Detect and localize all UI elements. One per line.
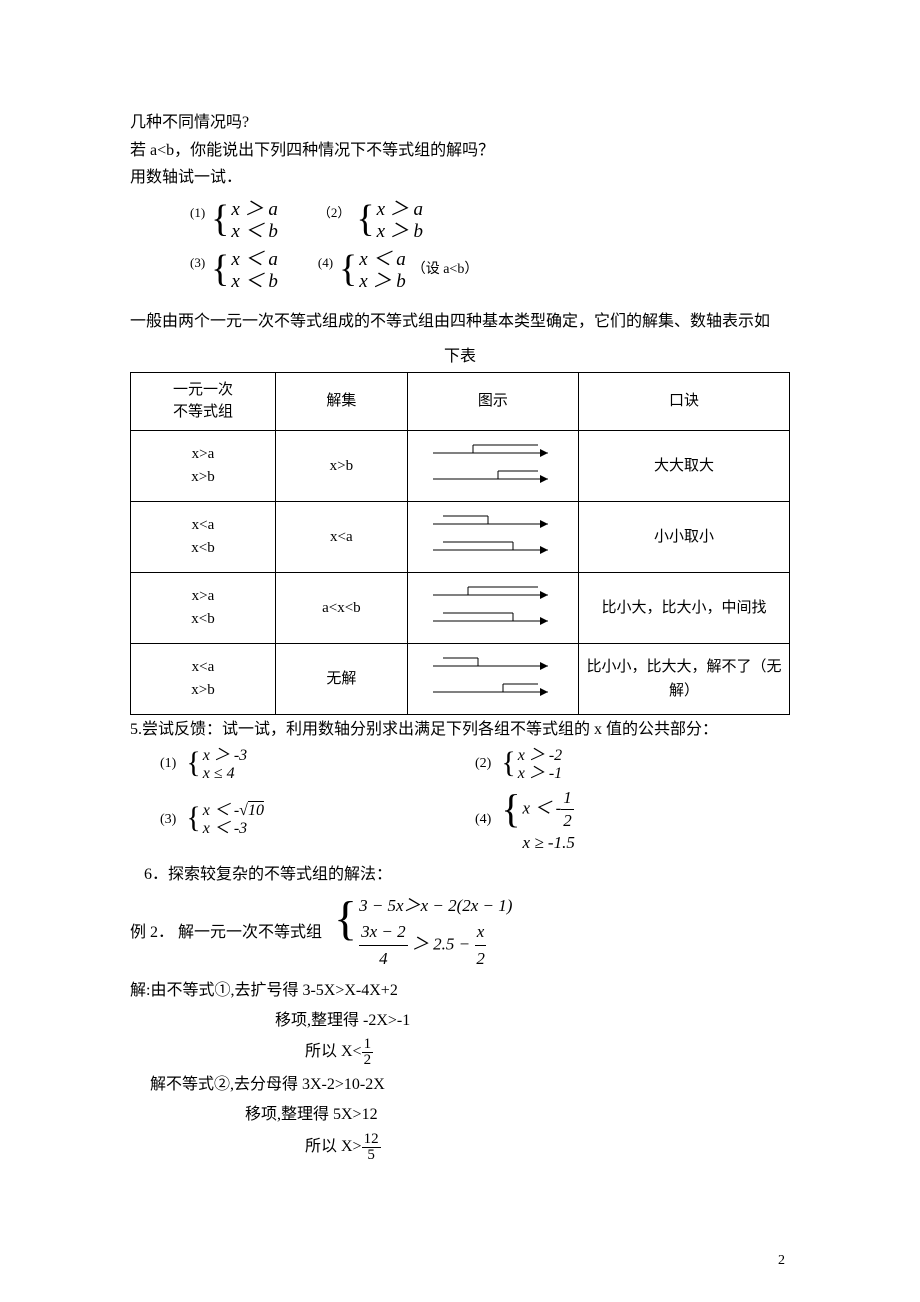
example2-sys-b: 3x − 24 ＞ 2.5 − x2	[359, 919, 512, 972]
exercise5-title: 5.尝试反馈：试一试，利用数轴分别求出满足下列各组不等式组的 x 值的公共部分：	[130, 717, 790, 743]
ex4-b: x ≥ -1.5	[523, 832, 575, 854]
solution-block: 解:由不等式①,去扩号得 3-5X>X-4X+2 移项,整理得 -2X>-1 所…	[130, 978, 790, 1162]
table-row: x>ax<b a<x<b 比小大，比大小，中间找	[131, 572, 790, 643]
exercise-4: (4) { x ＜ -12 x ≥ -1.5	[475, 787, 790, 854]
table-row: x<ax>b 无解 比小小，比大大，解不了（无解）	[131, 643, 790, 714]
r2c1b: x<b	[135, 537, 271, 560]
ex3-a: x ＜ -√10	[203, 802, 264, 820]
page-number: 2	[778, 1250, 785, 1272]
ex1-label: (1)	[160, 753, 176, 775]
exercise-row-1: (1) { x ＞ -3 x ≤ 4 (2) { x ＞ -2 x ＞ -1	[130, 747, 790, 783]
intro-line-1: 几种不同情况吗?	[130, 110, 790, 136]
example2: 例 2． 解一元一次不等式组 { 3 − 5x＞x − 2(2x − 1) 3x…	[130, 893, 790, 972]
r3c1a: x>a	[135, 585, 271, 608]
intro-line-2: 若 a<b，你能说出下列四种情况下不等式组的解吗？	[130, 138, 790, 164]
case-4-line-a: x ＜ a	[359, 249, 405, 271]
r2c2: x<a	[275, 501, 407, 572]
exercise-2: (2) { x ＞ -2 x ＞ -1	[475, 747, 790, 783]
case-1-line-a: x ＞ a	[231, 199, 277, 221]
sol-s6: 所以 X>125	[130, 1132, 790, 1163]
case-3-line-a: x ＜ a	[231, 249, 277, 271]
sol-s2: 移项,整理得 -2X>-1	[130, 1008, 790, 1034]
case-2-label: （2）	[318, 199, 351, 224]
r2c1a: x<a	[135, 514, 271, 537]
r3c2: a<x<b	[275, 572, 407, 643]
case-4-line-b: x ＞ b	[359, 271, 405, 293]
sol-s5: 移项,整理得 5X>12	[130, 1102, 790, 1128]
case-4-note: （设 a<b）	[412, 249, 479, 281]
th1b: 不等式组	[135, 401, 271, 424]
intro-line-3: 用数轴试一试．	[130, 165, 790, 191]
r4-diagram	[407, 643, 578, 714]
r2c4: 小小取小	[579, 501, 790, 572]
ex2-label: (2)	[475, 753, 491, 775]
ex3-b: x ＜ -3	[203, 820, 264, 838]
example2-sys-a: 3 − 5x＞x − 2(2x − 1)	[359, 893, 512, 919]
example2-label: 例 2． 解一元一次不等式组	[130, 920, 322, 946]
table-intro-2: 下表	[130, 344, 790, 370]
table-header-row: 一元一次不等式组 解集 图示 口诀	[131, 372, 790, 430]
ex3-label: (3)	[160, 809, 176, 831]
case-2-line-a: x ＞ a	[377, 199, 423, 221]
r3c1b: x<b	[135, 608, 271, 631]
r3c4: 比小大，比大小，中间找	[579, 572, 790, 643]
ex2-a: x ＞ -2	[518, 747, 562, 765]
case-3: (3) { x ＜ a x ＜ b	[190, 249, 278, 293]
table-row: x>ax>b x>b 大大取大	[131, 430, 790, 501]
case-3-line-b: x ＜ b	[231, 271, 277, 293]
case-1: (1) { x ＞ a x ＜ b	[190, 199, 278, 243]
r4c1b: x>b	[135, 679, 271, 702]
case-4-label: (4)	[318, 249, 333, 274]
section6-title: 6．探索较复杂的不等式组的解法：	[130, 862, 790, 888]
r2-diagram	[407, 501, 578, 572]
r4c2: 无解	[275, 643, 407, 714]
exercise-1: (1) { x ＞ -3 x ≤ 4	[160, 747, 475, 783]
th2: 解集	[275, 372, 407, 430]
ex4-label: (4)	[475, 809, 491, 831]
r4c4: 比小小，比大大，解不了（无解）	[579, 643, 790, 714]
r1c2: x>b	[275, 430, 407, 501]
exercise-row-2: (3) { x ＜ -√10 x ＜ -3 (4) { x ＜ -12 x ≥ …	[130, 787, 790, 854]
case-2: （2） { x ＞ a x ＞ b	[318, 199, 423, 243]
ex4-a: x ＜ -12	[523, 787, 575, 832]
case-4: (4) { x ＜ a x ＞ b （设 a<b）	[318, 249, 478, 293]
r3-diagram	[407, 572, 578, 643]
th4: 口诀	[579, 372, 790, 430]
th1a: 一元一次	[135, 379, 271, 402]
case-3-label: (3)	[190, 249, 205, 274]
case-systems: (1) { x ＞ a x ＜ b （2） { x ＞ a x ＞ b (3) …	[130, 199, 790, 299]
r4c1a: x<a	[135, 656, 271, 679]
ex2-b: x ＞ -1	[518, 765, 562, 783]
r1c4: 大大取大	[579, 430, 790, 501]
r1c1a: x>a	[135, 443, 271, 466]
table-row: x<ax<b x<a 小小取小	[131, 501, 790, 572]
sol-s1: 解:由不等式①,去扩号得 3-5X>X-4X+2	[130, 978, 790, 1004]
table-intro: 一般由两个一元一次不等式组成的不等式组由四种基本类型确定，它们的解集、数轴表示如	[130, 309, 790, 335]
r1-diagram	[407, 430, 578, 501]
case-1-label: (1)	[190, 199, 205, 224]
sol-s4: 解不等式②,去分母得 3X-2>10-2X	[130, 1072, 790, 1098]
r1c1b: x>b	[135, 466, 271, 489]
sol-s3: 所以 X<12	[130, 1037, 790, 1068]
case-2-line-b: x ＞ b	[377, 221, 423, 243]
ex1-b: x ≤ 4	[203, 765, 247, 783]
inequality-table: 一元一次不等式组 解集 图示 口诀 x>ax>b x>b 大大取大 x<ax<b…	[130, 372, 790, 715]
th3: 图示	[407, 372, 578, 430]
case-1-line-b: x ＜ b	[231, 221, 277, 243]
ex1-a: x ＞ -3	[203, 747, 247, 765]
exercise-3: (3) { x ＜ -√10 x ＜ -3	[160, 787, 475, 854]
